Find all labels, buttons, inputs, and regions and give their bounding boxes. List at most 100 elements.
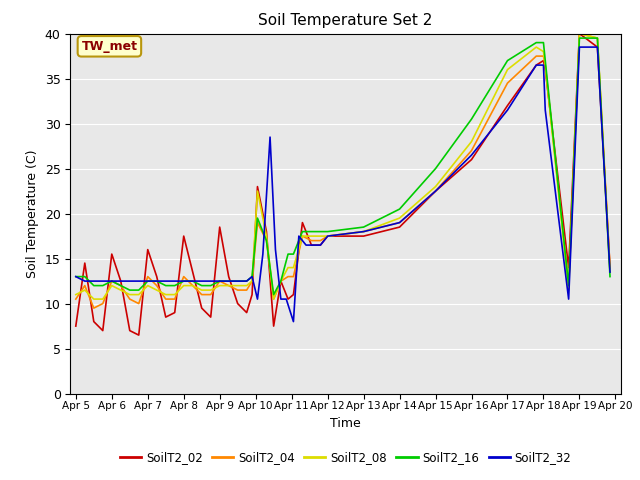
SoilT2_16 xyxy=(532,40,540,46)
SoilT2_04 xyxy=(284,274,292,279)
Line: SoilT2_32: SoilT2_32 xyxy=(76,47,610,322)
SoilT2_32 xyxy=(234,278,241,284)
SoilT2_16 xyxy=(81,274,88,279)
SoilT2_08 xyxy=(225,283,232,288)
SoilT2_16 xyxy=(289,251,297,257)
SoilT2_08 xyxy=(324,233,332,239)
SoilT2_04 xyxy=(564,283,572,288)
SoilT2_02 xyxy=(564,264,572,270)
SoilT2_02 xyxy=(72,323,79,329)
SoilT2_16 xyxy=(262,238,270,243)
SoilT2_16 xyxy=(468,116,476,122)
SoilT2_02 xyxy=(284,296,292,302)
Y-axis label: Soil Temperature (C): Soil Temperature (C) xyxy=(26,149,39,278)
SoilT2_08 xyxy=(207,287,214,293)
SoilT2_02 xyxy=(504,103,511,108)
SoilT2_32 xyxy=(396,220,403,226)
SoilT2_02 xyxy=(108,251,116,257)
SoilT2_32 xyxy=(171,278,179,284)
SoilT2_04 xyxy=(248,278,256,284)
SoilT2_32 xyxy=(289,319,297,324)
SoilT2_08 xyxy=(81,287,88,293)
SoilT2_04 xyxy=(541,62,549,68)
SoilT2_16 xyxy=(162,283,170,288)
SoilT2_32 xyxy=(207,278,214,284)
SoilT2_02 xyxy=(270,323,278,329)
Line: SoilT2_04: SoilT2_04 xyxy=(76,34,610,308)
SoilT2_16 xyxy=(225,278,232,284)
SoilT2_16 xyxy=(207,283,214,288)
SoilT2_08 xyxy=(277,278,285,284)
SoilT2_08 xyxy=(198,287,205,293)
SoilT2_16 xyxy=(277,278,285,284)
SoilT2_32 xyxy=(575,44,583,50)
SoilT2_02 xyxy=(126,328,134,334)
SoilT2_02 xyxy=(253,184,261,190)
SoilT2_02 xyxy=(198,305,205,311)
SoilT2_02 xyxy=(540,58,547,63)
SoilT2_16 xyxy=(575,35,583,41)
SoilT2_32 xyxy=(271,247,279,252)
SoilT2_02 xyxy=(99,328,107,334)
SoilT2_16 xyxy=(243,278,250,284)
SoilT2_32 xyxy=(72,274,79,279)
SoilT2_04 xyxy=(504,80,511,86)
SoilT2_08 xyxy=(504,67,511,72)
SoilT2_08 xyxy=(162,292,170,298)
SoilT2_04 xyxy=(216,278,223,284)
SoilT2_16 xyxy=(564,283,572,288)
SoilT2_08 xyxy=(126,292,134,298)
SoilT2_02 xyxy=(171,310,179,315)
SoilT2_16 xyxy=(90,283,98,288)
SoilT2_16 xyxy=(324,228,332,234)
SoilT2_16 xyxy=(541,58,549,63)
SoilT2_16 xyxy=(308,228,316,234)
SoilT2_04 xyxy=(234,287,241,293)
Line: SoilT2_16: SoilT2_16 xyxy=(76,38,610,295)
SoilT2_08 xyxy=(299,233,307,239)
SoilT2_08 xyxy=(606,269,614,275)
SoilT2_04 xyxy=(432,188,440,194)
SoilT2_02 xyxy=(90,319,98,324)
SoilT2_04 xyxy=(72,296,79,302)
SoilT2_16 xyxy=(135,287,143,293)
SoilT2_04 xyxy=(289,274,297,279)
Legend: SoilT2_02, SoilT2_04, SoilT2_08, SoilT2_16, SoilT2_32: SoilT2_02, SoilT2_04, SoilT2_08, SoilT2_… xyxy=(115,446,576,469)
SoilT2_16 xyxy=(198,283,205,288)
SoilT2_04 xyxy=(277,278,285,284)
SoilT2_04 xyxy=(162,296,170,302)
SoilT2_04 xyxy=(324,233,332,239)
SoilT2_08 xyxy=(593,35,601,41)
SoilT2_04 xyxy=(575,31,583,36)
SoilT2_32 xyxy=(99,278,107,284)
X-axis label: Time: Time xyxy=(330,417,361,430)
SoilT2_16 xyxy=(216,278,223,284)
SoilT2_16 xyxy=(299,228,307,234)
SoilT2_16 xyxy=(144,278,152,284)
SoilT2_08 xyxy=(262,233,270,239)
SoilT2_04 xyxy=(180,274,188,279)
SoilT2_02 xyxy=(606,264,614,270)
SoilT2_08 xyxy=(253,188,261,194)
SoilT2_32 xyxy=(243,278,250,284)
SoilT2_32 xyxy=(253,296,261,302)
SoilT2_16 xyxy=(253,215,261,221)
SoilT2_02 xyxy=(180,233,188,239)
SoilT2_16 xyxy=(317,228,324,234)
SoilT2_04 xyxy=(198,292,205,298)
SoilT2_04 xyxy=(99,300,107,306)
SoilT2_02 xyxy=(162,314,170,320)
SoilT2_08 xyxy=(248,278,256,284)
SoilT2_08 xyxy=(541,62,549,68)
SoilT2_08 xyxy=(360,228,367,234)
SoilT2_02 xyxy=(360,233,367,239)
SoilT2_04 xyxy=(189,283,196,288)
SoilT2_02 xyxy=(289,292,297,298)
SoilT2_08 xyxy=(117,287,125,293)
SoilT2_32 xyxy=(504,107,511,113)
SoilT2_32 xyxy=(135,278,143,284)
SoilT2_02 xyxy=(135,332,143,338)
SoilT2_04 xyxy=(606,264,614,270)
SoilT2_16 xyxy=(396,206,403,212)
SoilT2_32 xyxy=(360,228,367,234)
